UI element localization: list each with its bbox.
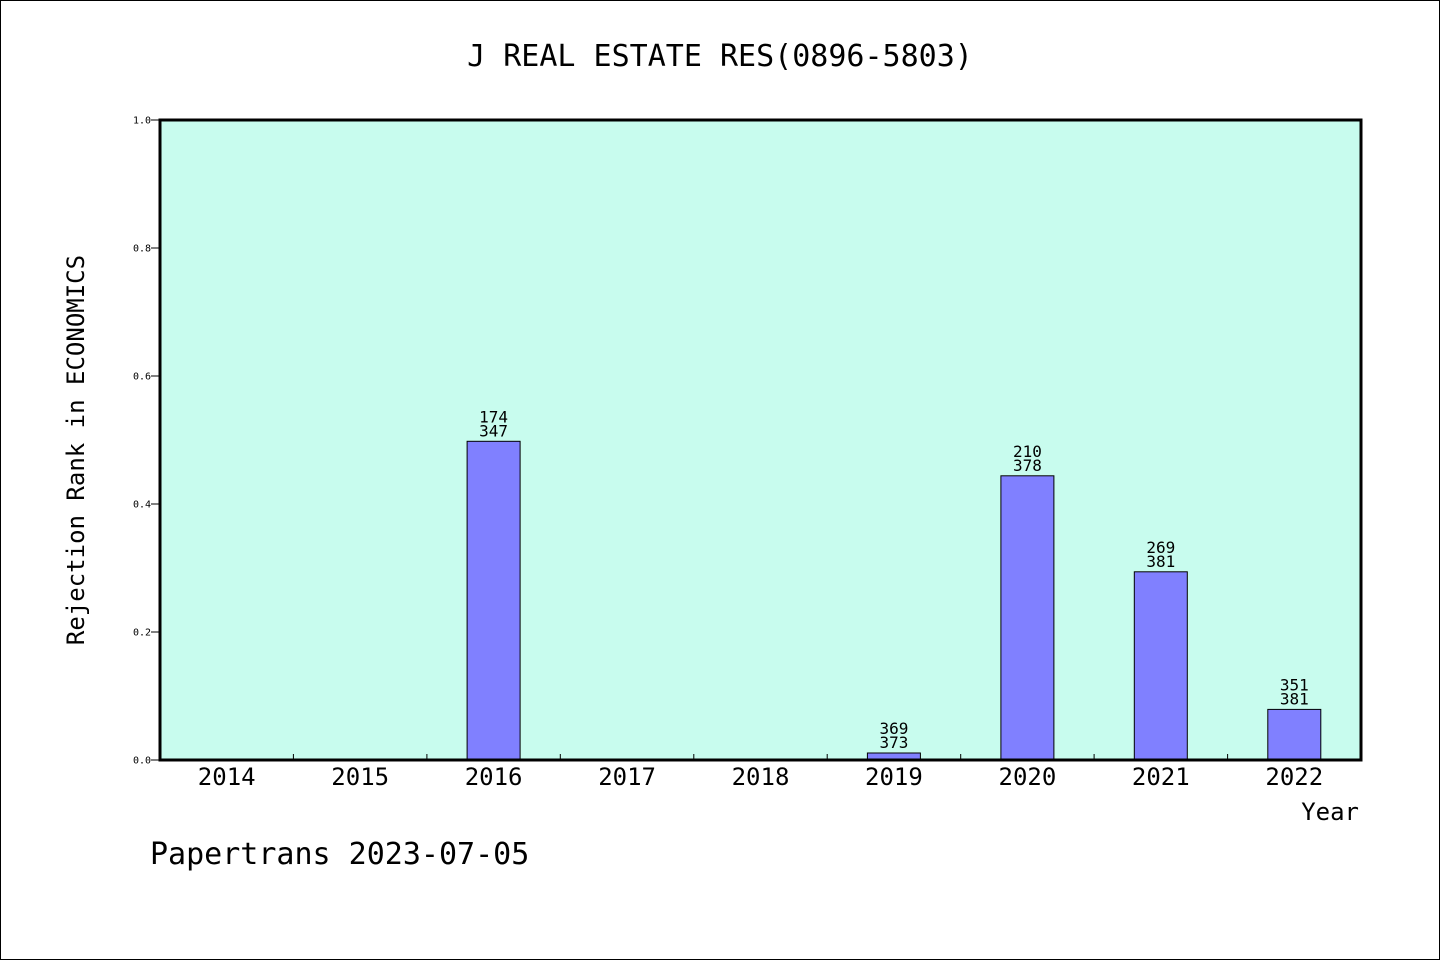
bar-label-total-2022: 381 <box>1280 689 1309 708</box>
bar-label-total-2016: 347 <box>479 421 508 440</box>
y-tick-label-0-2: 0.2 <box>133 628 151 639</box>
bar-label-total-2020: 378 <box>1013 456 1042 475</box>
footer-credit: Papertrans 2023-07-05 <box>150 837 529 872</box>
plot-border <box>158 118 1363 762</box>
x-tick-label-2017: 2017 <box>598 763 656 791</box>
x-tick-label-2021: 2021 <box>1132 763 1190 791</box>
bar-2016 <box>466 440 521 761</box>
bar-label-rank-2019: 369 <box>879 719 908 738</box>
bar-label-total-2019: 373 <box>879 733 908 752</box>
y-tick-label-0-8: 0.8 <box>133 244 151 255</box>
y-axis-label: Rejection Rank in ECONOMICS <box>62 255 90 645</box>
x-axis-label: Year <box>1301 798 1359 826</box>
bar-2020 <box>1000 475 1055 761</box>
x-tick-label-2019: 2019 <box>865 763 923 791</box>
x-tick-label-2014: 2014 <box>198 763 256 791</box>
y-tick-label-0-4: 0.4 <box>133 500 151 511</box>
x-tick-label-2018: 2018 <box>732 763 790 791</box>
bar-label-total-2021: 381 <box>1146 552 1175 571</box>
bar-label-rank-2021: 269 <box>1146 538 1175 557</box>
y-tick-label-0-0: 0.0 <box>133 756 151 767</box>
bar-label-rank-2016: 174 <box>479 407 508 426</box>
x-tick-label-2020: 2020 <box>999 763 1057 791</box>
y-tick-label-0-6: 0.6 <box>133 372 151 383</box>
bar-label-rank-2020: 210 <box>1013 442 1042 461</box>
x-tick-label-2022: 2022 <box>1265 763 1323 791</box>
x-tick-label-2016: 2016 <box>465 763 523 791</box>
bar-2022 <box>1267 708 1322 761</box>
bar-label-rank-2022: 351 <box>1280 675 1309 694</box>
x-tick-label-2015: 2015 <box>331 763 389 791</box>
bar-2021 <box>1133 571 1188 761</box>
y-tick-label-1-0: 1.0 <box>133 116 151 127</box>
chart-title: J REAL ESTATE RES(0896-5803) <box>467 39 973 74</box>
